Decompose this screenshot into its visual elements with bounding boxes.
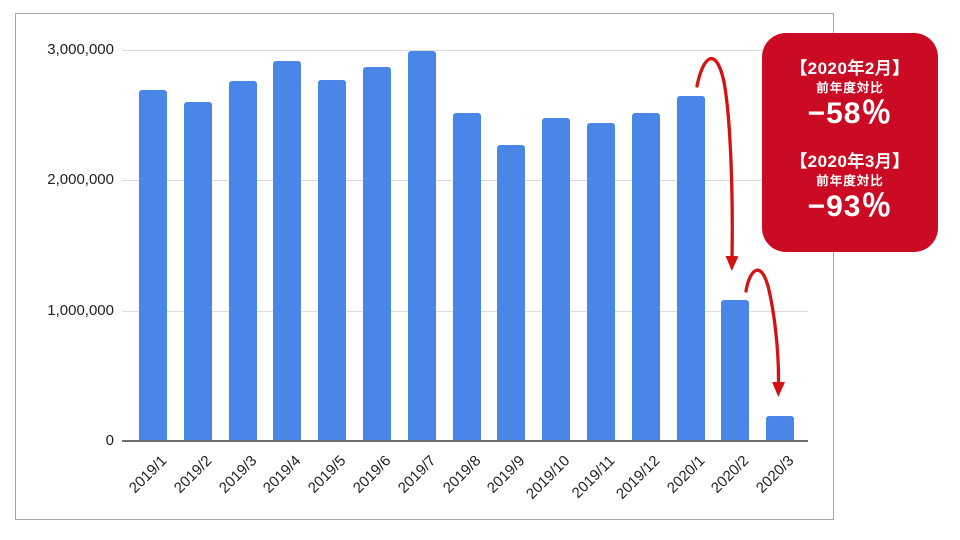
annotation-feb-value: −58％ (807, 97, 893, 130)
bar-2019/3 (228, 81, 257, 441)
y-axis-label: 2,000,000 (47, 171, 114, 189)
annotation-box: 【2020年2月】 前年度対比 −58％ 【2020年3月】 前年度対比 −93… (762, 33, 938, 252)
bar-2019/11 (587, 123, 615, 441)
bar-2019/4 (273, 60, 302, 441)
bar-2019/5 (318, 80, 347, 441)
x-axis-line (122, 440, 808, 442)
annotation-mar-subtitle: 前年度対比 (816, 174, 884, 188)
y-axis-label: 1,000,000 (47, 301, 114, 319)
y-axis-label: 0 (105, 432, 114, 449)
annotation-feb-subtitle: 前年度対比 (816, 81, 884, 95)
bar-2019/7 (407, 51, 436, 441)
annotation-feb: 【2020年2月】 前年度対比 −58％ (762, 58, 938, 131)
gridline-3,000,000 (122, 50, 808, 52)
bar-2020/2 (721, 300, 750, 441)
annotation-mar-title: 【2020年3月】 (790, 152, 910, 171)
bar-2020/3 (766, 416, 795, 441)
annotation-mar: 【2020年3月】 前年度対比 −93％ (762, 151, 938, 224)
chart-frame: 0 1,000,000 2,000,000 3,000,000 2019/1 2019/2… (15, 13, 834, 520)
annotation-mar-value: −93％ (807, 190, 893, 223)
bar-2019/9 (497, 145, 526, 441)
bar-2019/10 (542, 117, 571, 441)
bar-2019/8 (452, 112, 481, 441)
plot-area: 0 1,000,000 2,000,000 3,000,000 2019/1 2019/2… (16, 14, 833, 519)
bar-2019/12 (631, 112, 660, 441)
bar-2019/6 (363, 67, 391, 441)
bar-2019/2 (183, 102, 212, 441)
bar-2019/1 (139, 90, 167, 441)
y-axis-label: 3,000,000 (47, 41, 114, 59)
annotation-feb-title: 【2020年2月】 (790, 59, 910, 78)
bar-2020/1 (676, 95, 705, 441)
